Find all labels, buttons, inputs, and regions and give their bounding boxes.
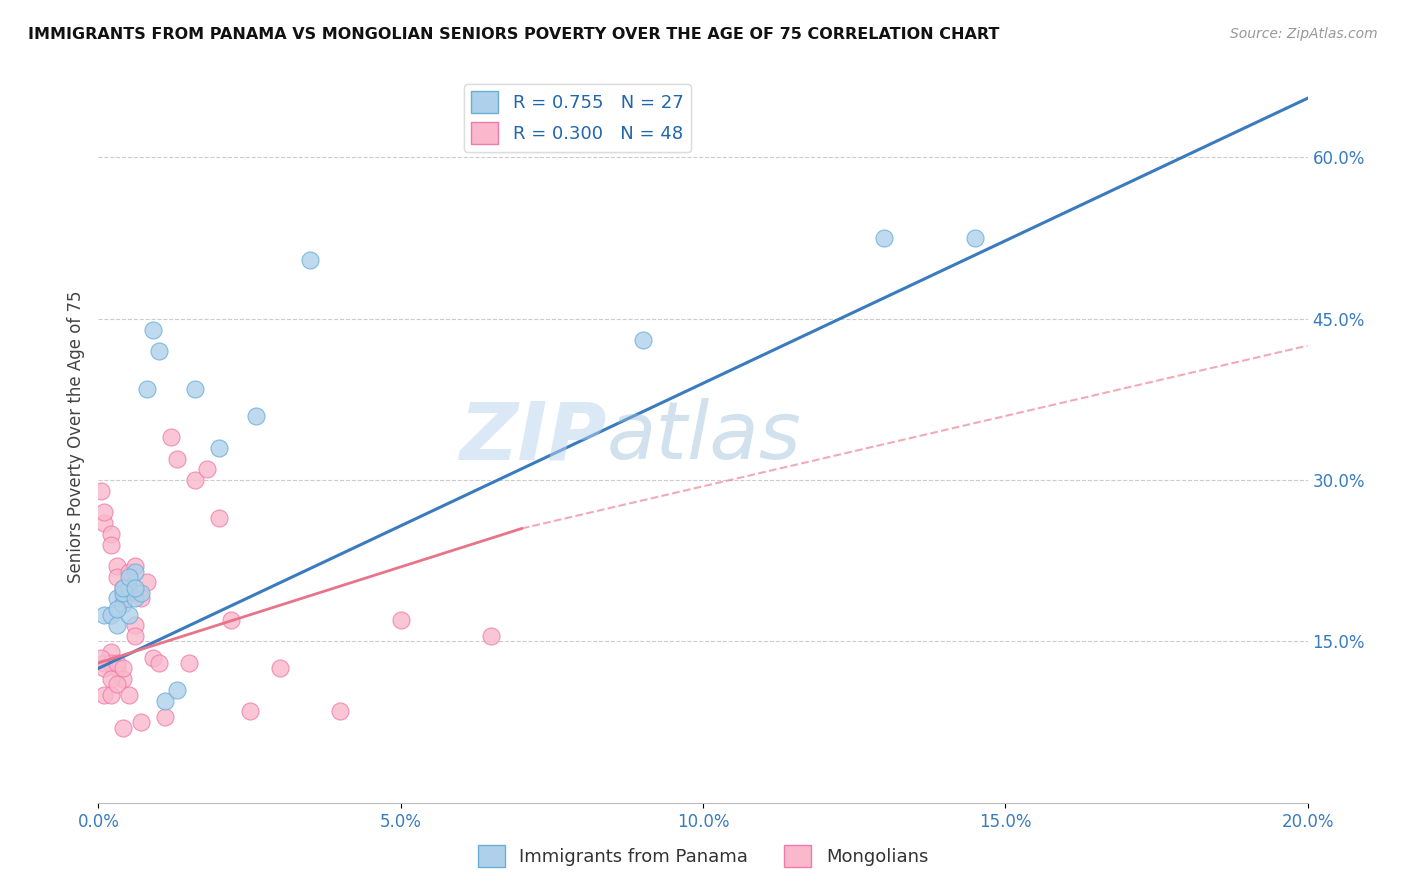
Point bbox=[124, 565, 146, 579]
Point bbox=[631, 333, 654, 347]
Point bbox=[105, 591, 128, 606]
Point bbox=[873, 231, 896, 245]
Point bbox=[100, 672, 122, 686]
Point bbox=[135, 382, 157, 396]
Point bbox=[118, 688, 141, 702]
Point bbox=[93, 656, 115, 670]
Point bbox=[90, 483, 112, 498]
Point bbox=[105, 559, 128, 574]
Point bbox=[142, 322, 165, 336]
Point bbox=[90, 650, 112, 665]
Point bbox=[105, 618, 128, 632]
Point bbox=[179, 656, 201, 670]
Point bbox=[111, 672, 134, 686]
Point bbox=[100, 527, 122, 541]
Point bbox=[129, 586, 152, 600]
Point bbox=[389, 613, 412, 627]
Point bbox=[481, 629, 503, 643]
Point bbox=[221, 613, 243, 627]
Point bbox=[105, 602, 128, 616]
Point bbox=[124, 618, 146, 632]
Point bbox=[111, 721, 134, 735]
Point bbox=[269, 661, 291, 675]
Point bbox=[184, 473, 207, 487]
Point bbox=[129, 715, 152, 730]
Point bbox=[118, 607, 141, 622]
Point bbox=[184, 382, 207, 396]
Point bbox=[153, 693, 176, 707]
Point bbox=[105, 661, 128, 675]
Point bbox=[93, 688, 115, 702]
Point bbox=[93, 607, 115, 622]
Point bbox=[135, 575, 157, 590]
Point bbox=[124, 629, 146, 643]
Point bbox=[124, 581, 146, 595]
Point bbox=[329, 705, 352, 719]
Text: ZIP: ZIP bbox=[458, 398, 606, 476]
Point bbox=[965, 231, 987, 245]
Point bbox=[111, 581, 134, 595]
Point bbox=[100, 645, 122, 659]
Point bbox=[105, 656, 128, 670]
Point bbox=[208, 510, 231, 524]
Point bbox=[100, 688, 122, 702]
Point bbox=[111, 586, 134, 600]
Point bbox=[105, 677, 128, 691]
Point bbox=[160, 430, 183, 444]
Point bbox=[195, 462, 218, 476]
Point bbox=[100, 607, 122, 622]
Text: atlas: atlas bbox=[606, 398, 801, 476]
Point bbox=[124, 591, 146, 606]
Point bbox=[105, 570, 128, 584]
Point bbox=[111, 581, 134, 595]
Point bbox=[148, 656, 170, 670]
Point bbox=[118, 581, 141, 595]
Point bbox=[118, 581, 141, 595]
Legend: R = 0.755   N = 27, R = 0.300   N = 48: R = 0.755 N = 27, R = 0.300 N = 48 bbox=[464, 84, 690, 152]
Point bbox=[166, 451, 188, 466]
Point bbox=[239, 705, 262, 719]
Point bbox=[118, 586, 141, 600]
Point bbox=[118, 565, 141, 579]
Point bbox=[299, 252, 322, 267]
Point bbox=[142, 650, 165, 665]
Point bbox=[118, 570, 141, 584]
Point bbox=[245, 409, 267, 423]
Point bbox=[111, 591, 134, 606]
Point bbox=[93, 505, 115, 519]
Point bbox=[208, 441, 231, 455]
Point bbox=[124, 559, 146, 574]
Point bbox=[100, 656, 122, 670]
Point bbox=[100, 538, 122, 552]
Point bbox=[93, 661, 115, 675]
Point bbox=[148, 344, 170, 359]
Point bbox=[111, 597, 134, 611]
Legend: Immigrants from Panama, Mongolians: Immigrants from Panama, Mongolians bbox=[471, 838, 935, 874]
Point bbox=[129, 591, 152, 606]
Point bbox=[93, 516, 115, 530]
Y-axis label: Seniors Poverty Over the Age of 75: Seniors Poverty Over the Age of 75 bbox=[66, 291, 84, 583]
Point bbox=[111, 661, 134, 675]
Text: Source: ZipAtlas.com: Source: ZipAtlas.com bbox=[1230, 27, 1378, 41]
Point bbox=[153, 710, 176, 724]
Point bbox=[166, 682, 188, 697]
Text: IMMIGRANTS FROM PANAMA VS MONGOLIAN SENIORS POVERTY OVER THE AGE OF 75 CORRELATI: IMMIGRANTS FROM PANAMA VS MONGOLIAN SENI… bbox=[28, 27, 1000, 42]
